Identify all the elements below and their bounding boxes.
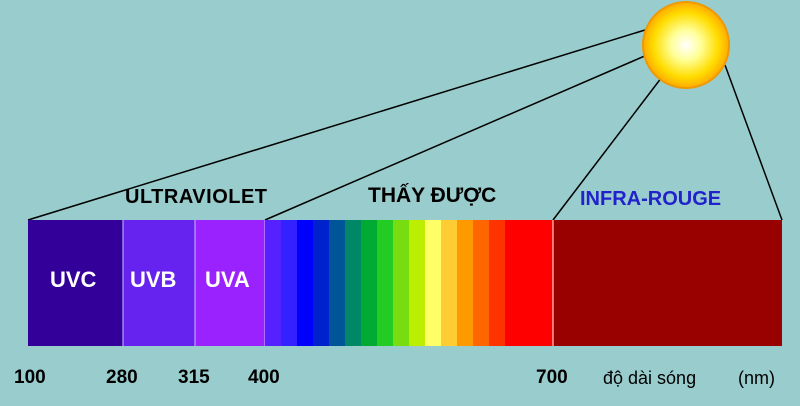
ray-uv-left [27, 29, 646, 221]
ray-uv-right [264, 54, 648, 221]
band-uvc [28, 220, 123, 346]
tick-label: 315 [178, 367, 210, 388]
axis-label: độ dài sóng [603, 368, 697, 388]
visible-stripe [345, 220, 362, 346]
visible-stripe [393, 220, 410, 346]
visible-stripe [361, 220, 378, 346]
visible-stripe [505, 220, 554, 346]
band-infrared [553, 220, 782, 346]
visible-stripe [457, 220, 474, 346]
region-title-infrared: INFRA-ROUGE [580, 188, 722, 210]
visible-stripe [489, 220, 506, 346]
band-uvb [123, 220, 195, 346]
tick-label: 100 [14, 367, 46, 388]
visible-stripe [473, 220, 490, 346]
band-label-uvb: UVB [130, 267, 177, 292]
tick-label: 400 [248, 367, 280, 388]
tick-label: 700 [536, 367, 568, 388]
sun-rays [27, 29, 783, 221]
visible-stripe [377, 220, 394, 346]
visible-stripe [425, 220, 442, 346]
visible-stripe [281, 220, 298, 346]
sun-icon [642, 1, 730, 89]
visible-stripe [313, 220, 330, 346]
region-title-ultraviolet: ULTRAVIOLET [125, 186, 268, 208]
visible-stripe [265, 220, 282, 346]
band-label-uvc: UVC [50, 267, 97, 292]
ray-ir-left [552, 72, 666, 221]
band-label-uva: UVA [205, 267, 250, 292]
visible-stripe [329, 220, 346, 346]
region-title-visible: THẤY ĐƯỢC [368, 184, 497, 207]
ray-ir-right [724, 64, 783, 221]
unit-label: (nm) [738, 368, 775, 388]
visible-stripe [441, 220, 458, 346]
visible-stripe [297, 220, 314, 346]
visible-stripe [409, 220, 426, 346]
tick-label: 280 [106, 367, 138, 388]
visible-spectrum [265, 220, 554, 346]
band-uva [195, 220, 265, 346]
